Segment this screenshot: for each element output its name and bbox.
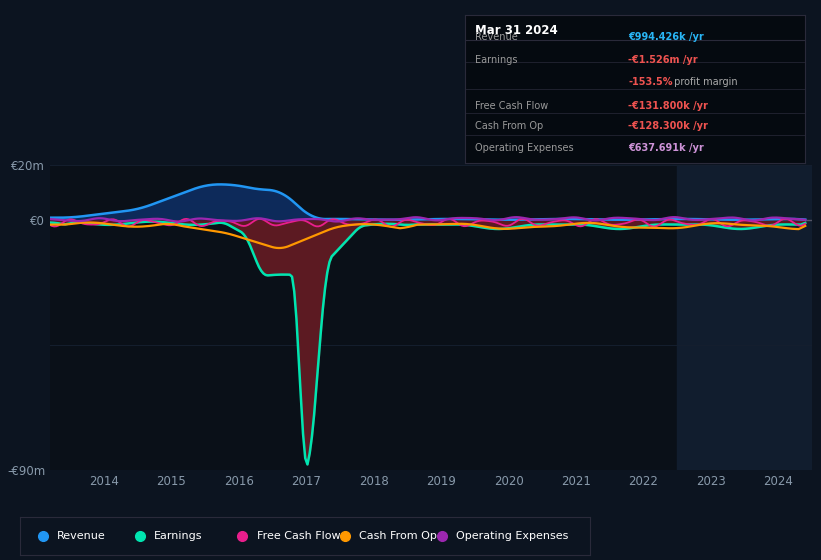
Text: Revenue: Revenue: [475, 31, 518, 41]
Text: Earnings: Earnings: [154, 531, 203, 541]
Text: Operating Expenses: Operating Expenses: [456, 531, 568, 541]
Text: €994.426k /yr: €994.426k /yr: [628, 31, 704, 41]
Text: -€128.300k /yr: -€128.300k /yr: [628, 121, 708, 131]
Text: Free Cash Flow: Free Cash Flow: [475, 101, 548, 111]
Text: -153.5%: -153.5%: [628, 77, 672, 87]
Text: Earnings: Earnings: [475, 55, 518, 66]
Text: profit margin: profit margin: [671, 77, 737, 87]
Text: Operating Expenses: Operating Expenses: [475, 143, 574, 153]
Bar: [677, 165, 812, 470]
Text: Revenue: Revenue: [57, 531, 106, 541]
Text: Cash From Op: Cash From Op: [475, 121, 544, 131]
Text: Mar 31 2024: Mar 31 2024: [475, 24, 558, 37]
Text: -€1.526m /yr: -€1.526m /yr: [628, 55, 698, 66]
Text: Free Cash Flow: Free Cash Flow: [256, 531, 340, 541]
Text: -€131.800k /yr: -€131.800k /yr: [628, 101, 708, 111]
Text: €637.691k /yr: €637.691k /yr: [628, 143, 704, 153]
Text: Cash From Op: Cash From Op: [359, 531, 437, 541]
